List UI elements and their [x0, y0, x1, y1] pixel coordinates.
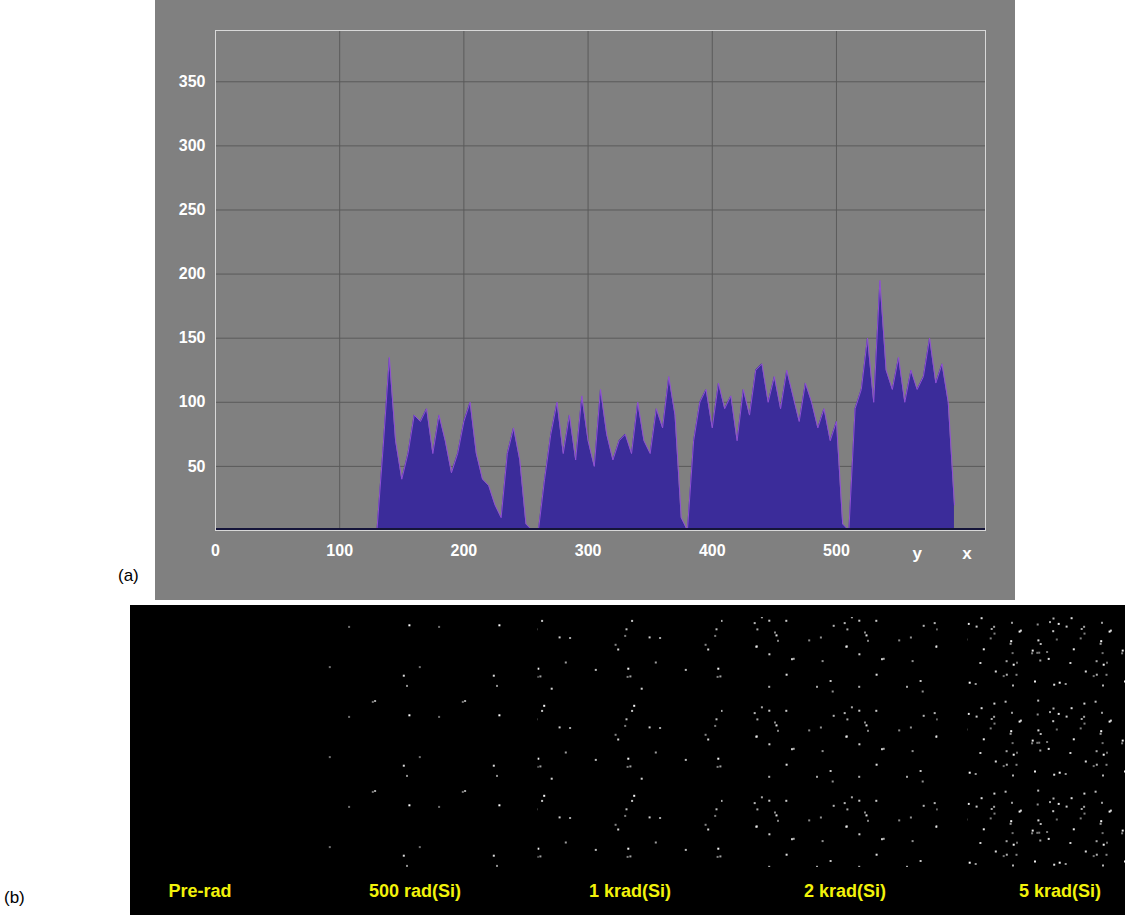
svg-text:1 krad(Si): 1 krad(Si) — [589, 881, 671, 901]
svg-text:5 krad(Si): 5 krad(Si) — [1019, 881, 1101, 901]
html-text:(a): (a) — [118, 566, 139, 585]
svg-text:250: 250 — [179, 201, 206, 218]
svg-text:50: 50 — [188, 458, 206, 475]
svg-text:y: y — [912, 544, 922, 563]
svg-text:400: 400 — [699, 542, 726, 559]
svg-text:100: 100 — [326, 542, 353, 559]
svg-text:500 rad(Si): 500 rad(Si) — [369, 881, 461, 901]
svg-text:0: 0 — [211, 542, 220, 559]
svg-text:300: 300 — [575, 542, 602, 559]
svg-text:x: x — [962, 544, 972, 563]
svg-text:100: 100 — [179, 393, 206, 410]
svg-text:200: 200 — [179, 265, 206, 282]
svg-text:150: 150 — [179, 329, 206, 346]
html-text:(b): (b) — [4, 888, 25, 907]
svg-text:2 krad(Si): 2 krad(Si) — [804, 881, 886, 901]
svg-text:Pre-rad: Pre-rad — [168, 881, 231, 901]
svg-text:300: 300 — [179, 137, 206, 154]
svg-text:500: 500 — [823, 542, 850, 559]
svg-text:350: 350 — [179, 73, 206, 90]
svg-text:200: 200 — [451, 542, 478, 559]
